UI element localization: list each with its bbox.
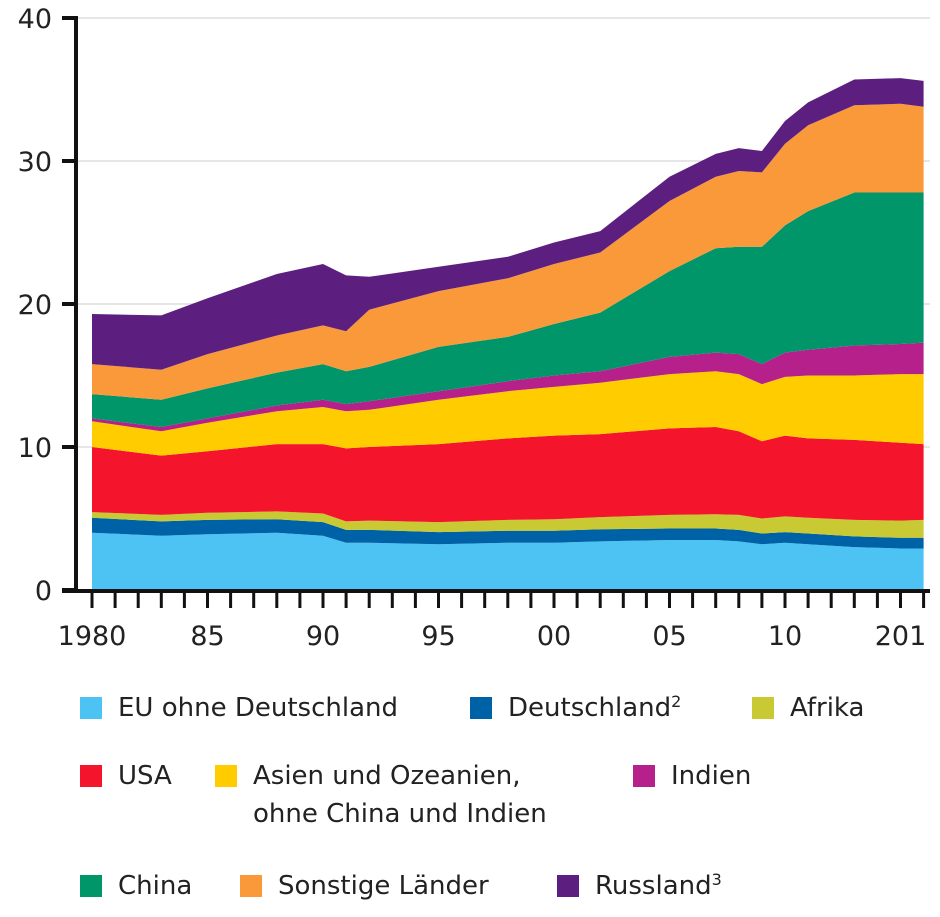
- x-tick-label: 201: [875, 621, 927, 652]
- legend-label: Russland3: [595, 867, 722, 905]
- legend-item: Deutschland2: [470, 689, 681, 727]
- legend-text-line2: ohne China und Indien: [253, 799, 547, 829]
- footnote-marker: 2: [671, 692, 682, 711]
- legend-label: Indien: [671, 757, 751, 795]
- y-tick-label: 0: [35, 576, 52, 607]
- area-russland: [92, 78, 924, 370]
- legend-swatch: [80, 765, 102, 787]
- area-asien-und-ozeanien: [92, 371, 924, 456]
- axes: 0 10 20 30 40 1980 85 90 95 00 05 10 201: [18, 4, 930, 652]
- legend-text: Indien: [671, 761, 752, 791]
- legend-text: China: [118, 871, 193, 901]
- legend-item: Indien: [633, 757, 751, 795]
- x-tick-label: 10: [768, 621, 802, 652]
- legend-text: Russland: [595, 871, 712, 901]
- legend-swatch: [240, 875, 262, 897]
- stacked-area-chart: 0 10 20 30 40 1980 85 90 95 00 05 10 201: [18, 4, 930, 652]
- legend-swatch: [633, 765, 655, 787]
- legend-swatch: [80, 697, 102, 719]
- legend-swatch: [80, 875, 102, 897]
- legend-label: Deutschland2: [508, 689, 681, 727]
- legend-label: USA: [118, 757, 172, 795]
- legend-swatch: [470, 697, 492, 719]
- legend-label: Afrika: [790, 689, 864, 727]
- area-usa: [92, 427, 924, 523]
- area-indien: [92, 342, 924, 432]
- legend-text: Afrika: [790, 693, 865, 723]
- legend-text: Asien und Ozeanien,: [253, 761, 521, 791]
- x-tick-label: 1980: [58, 621, 127, 652]
- y-tick-label: 20: [18, 290, 52, 321]
- legend-text: Deutschland: [508, 693, 672, 723]
- footnote-marker: 3: [711, 870, 722, 889]
- x-tick-label: 85: [190, 621, 224, 652]
- legend-item: Afrika: [752, 689, 864, 727]
- legend-label: EU ohne Deutschland: [118, 689, 398, 727]
- legend-label: Asien und Ozeanien, ohne China und Indien: [253, 757, 547, 833]
- legend-item: Asien und Ozeanien, ohne China und Indien: [215, 757, 547, 833]
- y-tick-label: 10: [18, 433, 52, 464]
- legend-swatch: [752, 697, 774, 719]
- legend-text: Sonstige Länder: [278, 871, 489, 901]
- legend-item: EU ohne Deutschland: [80, 689, 398, 727]
- area-afrika: [92, 511, 924, 538]
- legend-label: China: [118, 867, 192, 905]
- x-tick-label: 95: [421, 621, 455, 652]
- area-china: [92, 192, 924, 427]
- legend-swatch: [215, 765, 237, 787]
- area-sonstige-l-nder: [92, 103, 924, 400]
- legend-text: USA: [118, 761, 172, 791]
- legend-item: Russland3: [557, 867, 722, 905]
- legend-item: China: [80, 867, 192, 905]
- area-deutschland: [92, 517, 924, 549]
- areas: [92, 78, 924, 590]
- legend-swatch: [557, 875, 579, 897]
- legend-text: EU ohne Deutschland: [118, 693, 398, 723]
- x-tick-label: 05: [652, 621, 686, 652]
- y-tick-label: 40: [18, 4, 52, 35]
- legend-item: USA: [80, 757, 172, 795]
- y-tick-label: 30: [18, 147, 52, 178]
- x-tick-label: 00: [537, 621, 571, 652]
- area-eu-ohne-deutschland: [92, 532, 924, 590]
- legend-label: Sonstige Länder: [278, 867, 489, 905]
- legend-item: Sonstige Länder: [240, 867, 489, 905]
- x-tick-label: 90: [306, 621, 340, 652]
